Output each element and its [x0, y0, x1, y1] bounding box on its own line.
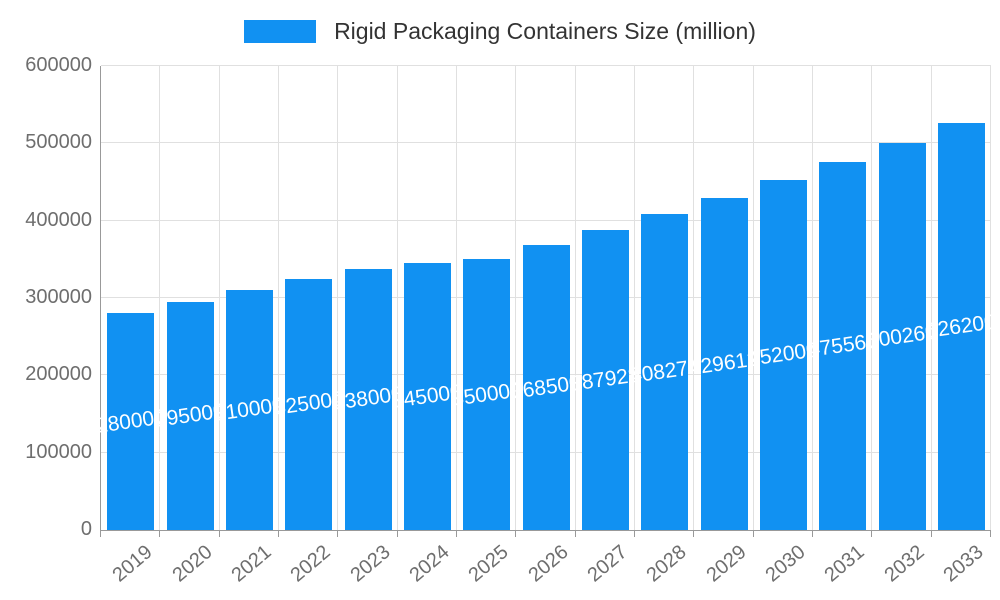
x-tick-mark — [100, 531, 101, 537]
x-tick-mark — [456, 531, 457, 537]
v-gridline — [634, 66, 635, 530]
x-tick-label-2020: 2020 — [167, 541, 217, 587]
v-gridline — [218, 66, 220, 530]
bar-2021[interactable] — [225, 290, 273, 530]
bar-2022[interactable] — [285, 278, 333, 530]
legend-label: Rigid Packaging Containers Size (million… — [334, 18, 756, 44]
bar-2024[interactable] — [403, 263, 451, 530]
bar-2026[interactable] — [522, 245, 570, 530]
x-tick-label-2027: 2027 — [583, 541, 632, 587]
x-tick-mark — [278, 531, 279, 537]
x-tick-mark — [218, 531, 220, 537]
v-gridline — [752, 66, 754, 530]
bar-2028[interactable] — [641, 214, 689, 530]
y-tick-label: 0 — [80, 518, 92, 540]
x-tick-mark — [930, 531, 932, 537]
x-tick-mark — [396, 531, 398, 537]
x-tick-mark — [693, 531, 695, 537]
v-gridline — [337, 66, 339, 530]
y-tick-label: 500000 — [25, 131, 92, 154]
y-tick-label: 200000 — [25, 363, 92, 386]
x-tick-label-2032: 2032 — [879, 541, 929, 587]
x-tick-label-2030: 2030 — [761, 541, 810, 587]
x-tick-mark — [634, 531, 635, 537]
v-gridline — [515, 66, 517, 530]
x-tick-mark — [574, 531, 576, 537]
x-tick-label-2024: 2024 — [405, 541, 454, 587]
y-tick-label: 100000 — [25, 440, 92, 463]
x-tick-mark — [871, 531, 873, 537]
bar-2030[interactable] — [759, 180, 807, 530]
v-gridline — [456, 66, 457, 530]
v-gridline — [693, 66, 695, 530]
x-tick-mark — [159, 531, 161, 537]
x-tick-mark — [515, 531, 517, 537]
bar-2023[interactable] — [344, 268, 392, 530]
legend-swatch-icon — [244, 20, 317, 43]
bar-2033[interactable] — [937, 123, 985, 530]
y-tick-label: 300000 — [25, 286, 92, 308]
legend: Rigid Packaging Containers Size (million… — [0, 18, 1000, 45]
plot-area: 280000 295000 310000 325000 338000 345000 3500… — [94, 65, 998, 531]
bar-2027[interactable] — [581, 230, 629, 530]
v-gridline — [871, 66, 873, 530]
bar-2029[interactable] — [700, 197, 748, 530]
v-gridline — [159, 66, 161, 530]
x-tick-label-2033: 2033 — [939, 541, 988, 587]
x-tick-label-2022: 2022 — [286, 541, 335, 587]
x-tick-label-2021: 2021 — [227, 541, 276, 587]
v-gridline — [930, 66, 932, 530]
v-gridline — [812, 66, 813, 530]
bar-2032[interactable] — [878, 143, 926, 530]
x-tick-mark — [812, 531, 813, 537]
x-tick-label-2025: 2025 — [464, 541, 513, 587]
bar-2025[interactable] — [463, 259, 511, 530]
h-gridline — [101, 142, 991, 144]
x-tick-label-2026: 2026 — [523, 541, 573, 587]
x-tick-mark — [752, 531, 754, 537]
v-gridline — [574, 66, 576, 530]
x-tick-label-2029: 2029 — [701, 541, 751, 587]
y-tick-label: 600000 — [25, 54, 92, 76]
x-tick-label-2023: 2023 — [345, 541, 395, 587]
h-gridline — [101, 65, 991, 66]
v-gridline — [278, 66, 279, 530]
x-tick-label-2019: 2019 — [108, 541, 157, 587]
x-tick-label-2031: 2031 — [820, 541, 869, 587]
legend-item[interactable]: Rigid Packaging Containers Size (million… — [244, 18, 756, 45]
bar-2031[interactable] — [819, 162, 867, 530]
y-tick-label: 400000 — [25, 208, 92, 231]
x-tick-mark — [990, 531, 991, 537]
v-gridline — [990, 66, 991, 530]
x-tick-label-2028: 2028 — [642, 541, 691, 587]
x-tick-mark — [337, 531, 339, 537]
bar-2020[interactable] — [166, 301, 214, 530]
bar-2019[interactable] — [107, 313, 155, 530]
v-gridline — [396, 66, 398, 530]
h-gridline — [101, 219, 991, 221]
